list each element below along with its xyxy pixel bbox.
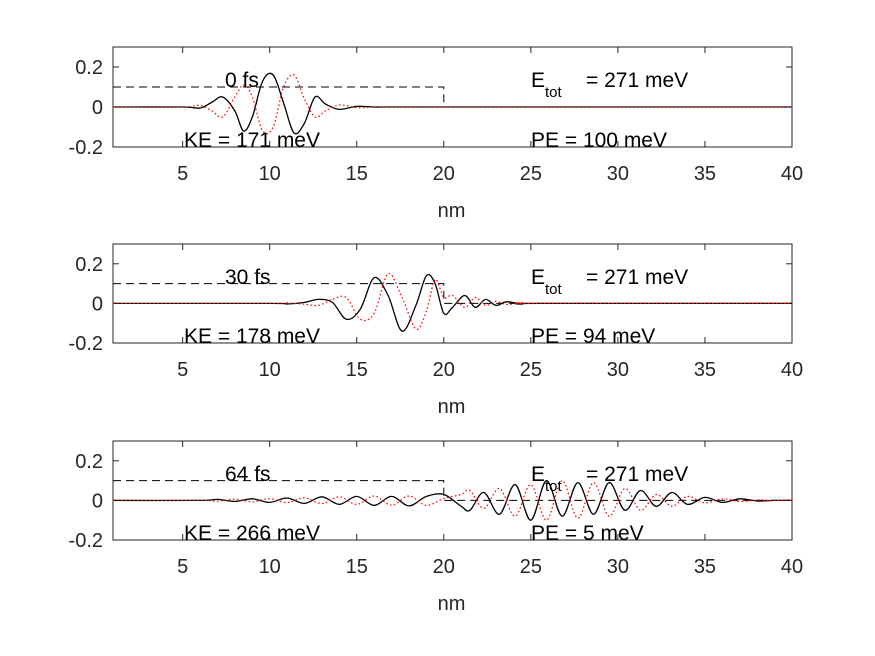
subplot-1: 5 10 15 20 25 30 35 40 0.2 0 -0.2 nm 0 fs Etot = 271 m… [69,46,803,222]
y-tick-label: -0.2 [69,530,103,552]
x-tick-label: 20 [433,359,455,381]
time-label: 64 fs [225,463,271,486]
wave-imag-line [112,479,793,521]
total-energy-label: Etot [531,463,563,495]
total-energy-symbol: E [531,69,545,92]
x-tick-label: 5 [177,556,188,578]
x-tick-label: 35 [694,556,716,578]
total-energy-symbol: E [531,266,545,289]
x-axis-label: nm [438,200,466,222]
y-tick-label: 0 [92,490,103,512]
potential-energy-label: PE = 94 meV [531,325,655,348]
total-energy-subscript: tot [545,478,563,495]
x-tick-label: 10 [259,359,281,381]
total-energy-value: = 271 meV [586,69,688,92]
potential-energy-label: PE = 5 meV [531,522,644,545]
x-tick-label: 40 [781,556,803,578]
wave-real-line [112,273,793,332]
x-tick-label: 25 [520,359,542,381]
y-tick-label: 0 [92,97,103,119]
x-tick-label: 30 [607,163,629,185]
kinetic-energy-label: KE = 178 meV [184,325,320,348]
potential-energy-label: PE = 100 meV [531,129,667,152]
x-tick-label: 25 [520,556,542,578]
wave-imag-line [112,73,792,135]
axes-box [112,46,793,148]
kinetic-energy-label: KE = 171 meV [184,129,320,152]
y-tick-label: 0.2 [75,451,103,473]
total-energy-label: Etot [531,69,563,101]
x-tick-label: 15 [346,359,368,381]
x-tick-label: 40 [781,359,803,381]
subplot-2: 5 10 15 20 25 30 35 40 0.2 0 -0.2 nm 30 fs Etot = 271 … [69,243,803,418]
x-tick-label: 15 [346,556,368,578]
y-tick-label: 0.2 [75,254,103,276]
x-tick-label: 5 [177,163,188,185]
total-energy-symbol: E [531,463,545,486]
total-energy-label: Etot [531,266,563,298]
x-tick-label: 25 [520,163,542,185]
x-tick-label: 35 [694,359,716,381]
y-tick-label: 0 [92,293,103,315]
subplot-3: 5 10 15 20 25 30 35 40 0.2 0 -0.2 nm 64 fs Etot = 271 … [69,440,803,615]
x-tick-label: 10 [259,556,281,578]
x-tick-label: 15 [346,163,368,185]
axes-box [112,243,793,344]
kinetic-energy-label: KE = 266 meV [184,522,320,545]
y-tick-label: 0.2 [75,57,103,79]
x-axis-label: nm [438,593,466,615]
total-energy-value: = 271 meV [586,463,688,486]
axes-box [112,440,793,541]
x-tick-label: 30 [607,359,629,381]
x-tick-label: 35 [694,163,716,185]
x-tick-label: 40 [781,163,803,185]
time-label: 30 fs [225,266,271,289]
total-energy-subscript: tot [545,281,563,298]
time-label: 0 fs [225,69,259,92]
x-tick-label: 30 [607,556,629,578]
wave-real-line [112,479,793,521]
x-axis-label: nm [438,396,466,418]
x-tick-label: 20 [433,556,455,578]
x-tick-label: 5 [177,359,188,381]
y-tick-label: -0.2 [69,333,103,355]
x-tick-label: 10 [259,163,281,185]
total-energy-value: = 271 meV [586,266,688,289]
x-tick-label: 20 [433,163,455,185]
total-energy-subscript: tot [545,84,563,101]
potential-step-line [113,480,792,501]
y-tick-label: -0.2 [69,137,103,159]
